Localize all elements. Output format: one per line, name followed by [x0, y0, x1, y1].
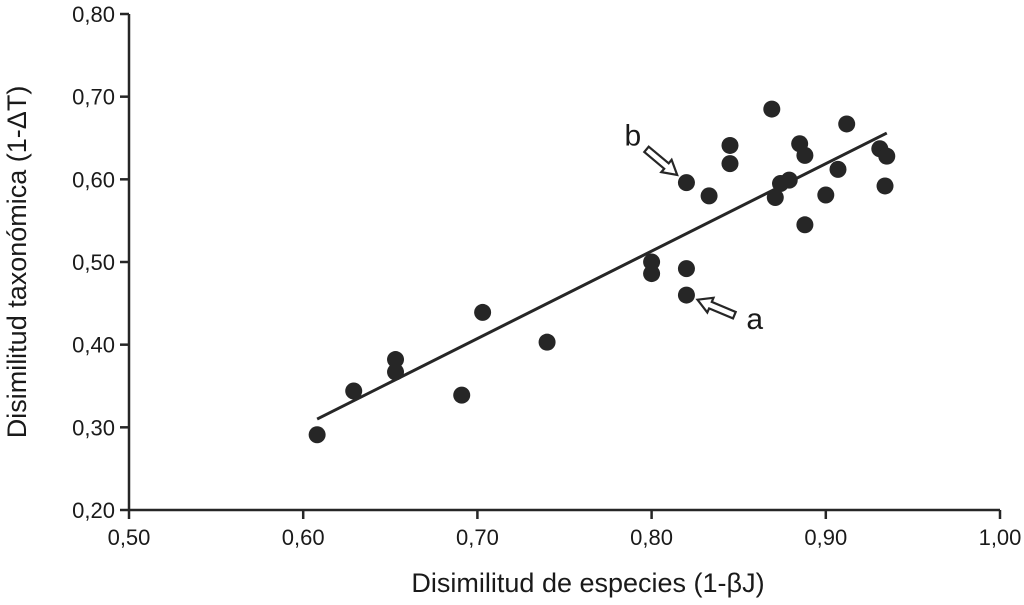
data-point: [796, 216, 814, 234]
y-tick-label: 0,60: [72, 167, 115, 192]
y-tick-label: 0,80: [72, 2, 115, 27]
y-tick-label: 0,40: [72, 333, 115, 358]
x-tick-label: 0,70: [456, 525, 499, 550]
y-tick-label: 0,30: [72, 415, 115, 440]
data-point: [876, 177, 894, 195]
data-point: [387, 351, 405, 369]
data-point: [387, 363, 405, 381]
data-point: [766, 189, 784, 207]
y-tick-label: 0,70: [72, 85, 115, 110]
data-point: [308, 426, 326, 444]
x-tick-label: 1,00: [979, 525, 1022, 550]
data-point: [677, 174, 695, 192]
y-tick-label: 0,20: [72, 498, 115, 523]
data-point: [721, 136, 739, 154]
data-point: [345, 382, 363, 400]
data-points: [308, 100, 896, 444]
data-point: [700, 187, 718, 205]
x-tick-label: 0,50: [108, 525, 151, 550]
data-point: [763, 100, 781, 118]
data-point: [878, 147, 896, 165]
data-point: [838, 115, 856, 133]
data-point: [796, 146, 814, 164]
data-point: [453, 386, 471, 404]
data-point: [643, 265, 661, 283]
data-point: [817, 186, 835, 204]
annotation-arrow-a: [695, 296, 738, 320]
data-point: [677, 286, 695, 304]
data-point: [677, 260, 695, 278]
x-tick-label: 0,80: [630, 525, 673, 550]
data-point: [721, 155, 739, 173]
y-tick-label: 0,50: [72, 250, 115, 275]
x-ticks: 0,50 0,60 0,70 0,80 0,90 1,00: [108, 510, 1022, 550]
data-point: [829, 160, 847, 178]
data-point: [538, 333, 556, 351]
annotation-arrow-b: [642, 145, 679, 177]
annotation-label-b: b: [625, 119, 642, 152]
data-point: [474, 303, 492, 321]
x-tick-label: 0,90: [804, 525, 847, 550]
annotations: ab: [625, 119, 764, 336]
axes: 0,50 0,60 0,70 0,80 0,90 1,00 0,20 0,30 0,40 0,5…: [72, 2, 1021, 550]
x-axis-title: Disimilitud de especies (1-βJ): [411, 568, 764, 598]
x-tick-label: 0,60: [282, 525, 325, 550]
y-ticks: 0,20 0,30 0,40 0,50 0,60 0,70 0,80: [72, 2, 129, 523]
y-axis-title: Disimilitud taxonómica (1-ΔT): [2, 86, 32, 439]
data-point: [780, 171, 798, 189]
annotation-label-a: a: [746, 303, 763, 336]
